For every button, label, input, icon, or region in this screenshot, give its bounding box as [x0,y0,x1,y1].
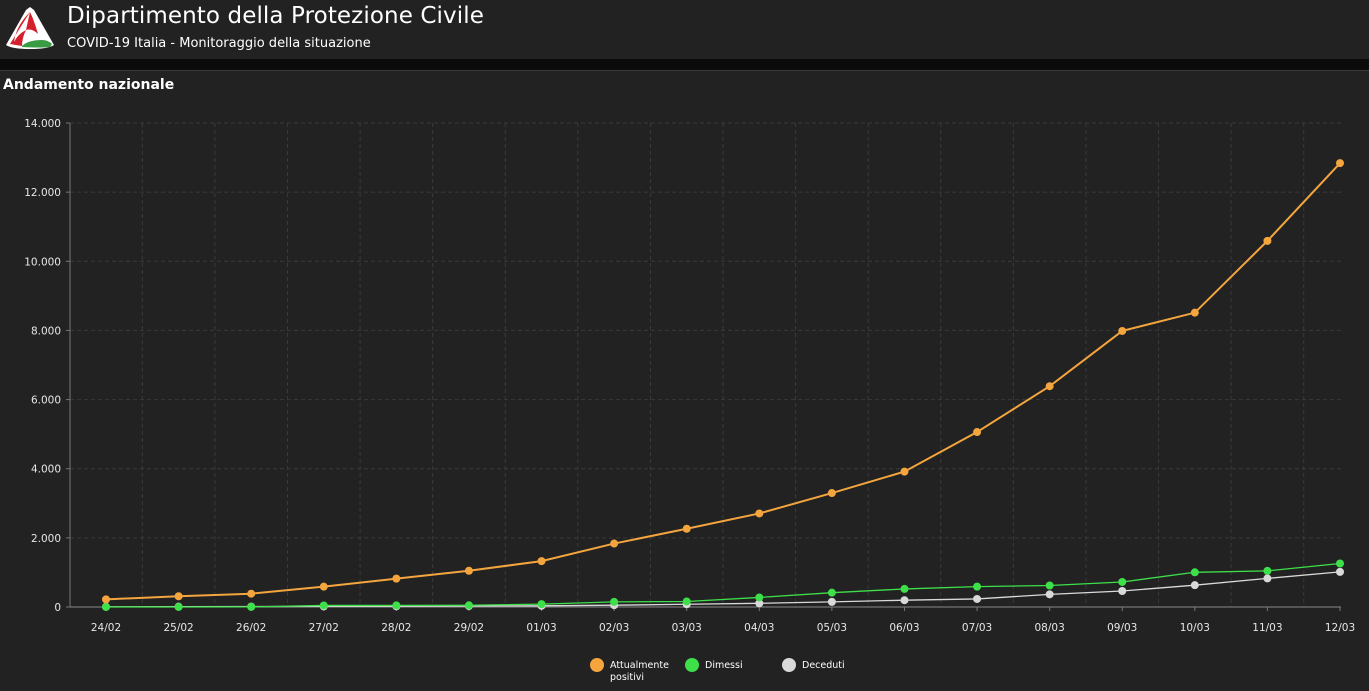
series-line-deceduti [105,571,1341,608]
data-point-attualmente-positivi [1263,236,1272,245]
data-point-attualmente-positivi [464,566,473,575]
line-chart: 0 2.000 4.000 6.000 8.000 10.000 12.000 14.000 2… [24,118,1355,634]
y-tick-label: 6.000 [31,395,61,407]
legend-marker [782,658,796,672]
data-point-dimessi [537,600,546,609]
y-tick-label: 12.000 [24,187,61,199]
x-tick-label: 03/03 [672,622,702,634]
x-tick-label: 07/03 [962,622,992,634]
data-point-dimessi [610,597,619,606]
data-point-deceduti [973,594,982,603]
x-tick-label: 12/03 [1325,622,1355,634]
data-point-deceduti [1190,581,1199,590]
x-tick-label: 04/03 [744,622,774,634]
data-point-deceduti [827,597,836,606]
panel-title: Andamento nazionale [3,77,175,93]
x-tick-label: 09/03 [1107,622,1137,634]
data-point-attualmente-positivi [319,582,328,591]
data-point-dimessi [319,601,328,610]
data-point-dimessi [1118,577,1127,586]
x-tick-label: 26/02 [236,622,266,634]
data-point-attualmente-positivi [174,592,183,601]
data-point-deceduti [1336,567,1344,576]
data-point-attualmente-positivi [900,467,909,476]
app-title: Dipartimento della Protezione Civile [67,3,484,29]
data-point-deceduti [1263,574,1272,583]
data-point-dimessi [1190,568,1199,577]
x-tick-label: 25/02 [163,622,193,634]
x-tick-label: 02/03 [599,622,629,634]
x-tick-label: 11/03 [1252,622,1282,634]
data-point-attualmente-positivi [102,595,110,604]
data-point-attualmente-positivi [392,574,401,583]
data-point-dimessi [1045,581,1054,590]
data-point-deceduti [1118,586,1127,595]
data-point-deceduti [755,599,764,608]
data-point-attualmente-positivi [247,589,256,598]
data-point-deceduti [900,596,909,605]
series-line-dimessi [106,562,1341,608]
y-tick-label: 14.000 [24,118,61,130]
header-divider [0,59,1369,71]
data-point-dimessi [1263,566,1272,575]
legend-label: Deceduti [802,660,845,671]
data-point-dimessi [827,588,836,597]
data-point-dimessi [102,602,110,611]
series-line-attualmente-positivi [105,162,1341,601]
data-point-dimessi [973,582,982,591]
data-point-attualmente-positivi [682,524,691,533]
chart-legend: Attualmente positivi Dimessi Deceduti [0,656,1369,691]
data-point-dimessi [900,584,909,593]
legend-label: Attualmente positivi [610,660,669,683]
data-point-attualmente-positivi [755,509,764,518]
x-tick-label: 29/02 [454,622,484,634]
y-tick-label: 8.000 [31,325,61,337]
x-tick-label: 01/03 [526,622,556,634]
data-point-dimessi [247,602,256,611]
data-point-attualmente-positivi [610,539,619,548]
x-tick-label: 08/03 [1035,622,1065,634]
protezione-civile-logo-icon [6,7,54,49]
data-point-dimessi [392,601,401,610]
legend-label: Dimessi [705,660,743,671]
app-header: Dipartimento della Protezione Civile COV… [0,0,1369,59]
x-tick-label: 10/03 [1180,622,1210,634]
y-tick-label: 0 [54,602,61,614]
data-point-attualmente-positivi [827,489,836,498]
x-tick-label: 05/03 [817,622,847,634]
x-tick-label: 28/02 [381,622,411,634]
data-point-dimessi [1336,559,1344,568]
data-point-attualmente-positivi [1190,308,1199,317]
data-point-dimessi [464,601,473,610]
y-tick-label: 2.000 [31,533,61,545]
data-point-dimessi [755,593,764,602]
x-tick-label: 24/02 [91,622,121,634]
data-point-attualmente-positivi [1118,326,1127,335]
y-tick-label: 10.000 [24,256,61,268]
data-point-dimessi [174,602,183,611]
data-point-attualmente-positivi [537,557,546,566]
legend-marker [590,658,604,672]
legend-marker [685,658,699,672]
data-point-dimessi [682,597,691,606]
data-point-deceduti [1045,590,1054,599]
data-point-attualmente-positivi [1045,382,1054,391]
x-tick-label: 27/02 [309,622,339,634]
y-tick-label: 4.000 [31,464,61,476]
app-subtitle: COVID-19 Italia - Monitoraggio della sit… [67,36,371,51]
data-point-attualmente-positivi [1336,159,1344,168]
data-point-attualmente-positivi [973,428,982,437]
x-tick-label: 06/03 [889,622,919,634]
